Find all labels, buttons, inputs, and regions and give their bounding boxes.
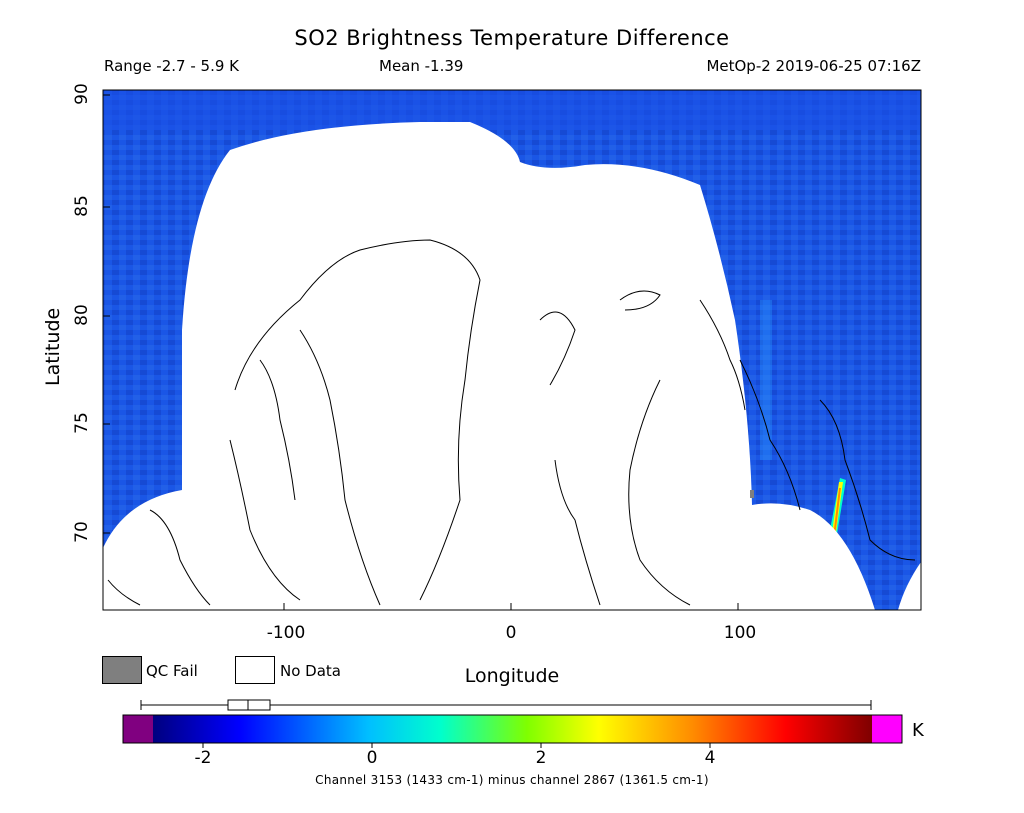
distribution-boxplot [140, 699, 872, 711]
range-label: Range -2.7 - 5.9 K [104, 57, 239, 75]
y-tick-label: 75 [72, 412, 92, 434]
colorbar-frame [122, 714, 903, 744]
plot-frame [102, 89, 922, 611]
colorbar-over [872, 715, 902, 743]
coastlines [107, 239, 916, 606]
x-axis-label: Longitude [464, 665, 560, 687]
y-tick-label: 85 [72, 195, 92, 217]
colorbar-ticks [202, 743, 711, 748]
axis-ticks [103, 94, 739, 610]
colorbar-unit: K [912, 720, 924, 741]
mean-label: Mean -1.39 [379, 57, 464, 75]
no-data-swatch [235, 656, 275, 684]
x-tick-label: -100 [266, 623, 306, 643]
y-tick-label: 70 [72, 521, 92, 543]
qc-fail-pixel [750, 490, 754, 498]
colorbar-gradient [153, 715, 872, 743]
chart-title: SO2 Brightness Temperature Difference [294, 26, 730, 50]
colorbar-tick-label: 0 [366, 748, 378, 768]
so2-plume [760, 300, 846, 540]
qc-fail-label: QC Fail [146, 662, 198, 680]
colorbar-tick-label: 2 [535, 748, 547, 768]
no-data-region-right [898, 562, 921, 610]
y-tick-label: 90 [72, 83, 92, 105]
qc-fail-swatch [102, 656, 142, 684]
colorbar-tick-label: -2 [194, 748, 212, 768]
satellite-time-label: MetOp-2 2019-06-25 07:16Z [706, 57, 921, 75]
x-tick-label: 100 [723, 623, 757, 643]
channel-caption: Channel 3153 (1433 cm-1) minus channel 2… [315, 773, 709, 787]
no-data-label: No Data [280, 662, 341, 680]
y-tick-label: 80 [72, 304, 92, 326]
y-axis-label: Latitude [42, 307, 64, 386]
colorbar-under [123, 715, 153, 743]
x-tick-label: 0 [505, 623, 517, 643]
data-field-cap [103, 90, 921, 130]
colorbar-tick-label: 4 [704, 748, 716, 768]
no-data-region-main [103, 122, 875, 610]
